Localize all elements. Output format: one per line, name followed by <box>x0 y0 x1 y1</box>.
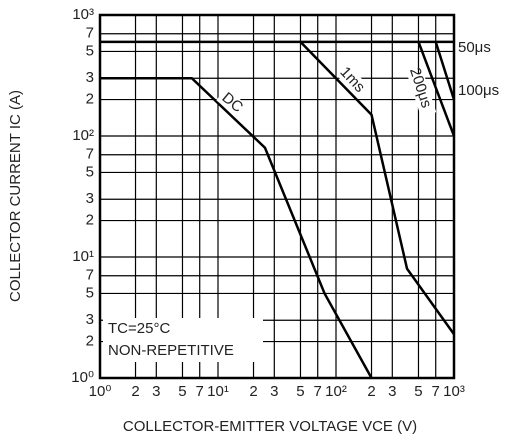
x-tick-label: 7 <box>432 383 440 400</box>
label-bg <box>336 64 368 96</box>
x-tick-label: 3 <box>270 383 278 400</box>
y-tick-label: 5 <box>86 284 94 301</box>
x-tick-label: 3 <box>388 383 396 400</box>
y-tick-label: 10³ <box>72 6 94 23</box>
x-tick-label: 7 <box>314 383 322 400</box>
x-tick-label: 5 <box>296 383 304 400</box>
x-tick-label: 2 <box>131 383 139 400</box>
y-tick-label: 2 <box>86 333 94 350</box>
y-tick-label: 10¹ <box>72 248 94 265</box>
y-axis-label: COLLECTOR CURRENT IC (A) <box>7 90 24 302</box>
y-tick-label: 7 <box>86 146 94 163</box>
y-tick-label: 5 <box>86 163 94 180</box>
plot-frame <box>98 13 456 380</box>
annotation-box <box>103 318 263 362</box>
x-tick-label: 10³ <box>443 383 465 400</box>
y-tick-label: 7 <box>86 25 94 42</box>
series-label: 1ms <box>337 63 369 95</box>
annotation: NON-REPETITIVE <box>108 342 234 359</box>
series-line <box>299 40 456 335</box>
x-tick-label: 3 <box>152 383 160 400</box>
label-bg <box>408 72 437 118</box>
y-tick-label: 3 <box>86 190 94 207</box>
series-line <box>100 77 373 379</box>
y-tick-label: 10² <box>72 127 94 144</box>
x-axis-label: COLLECTOR-EMITTER VOLTAGE VCE (V) <box>123 418 417 435</box>
label-bg <box>216 87 248 119</box>
x-tick-label: 10² <box>325 383 347 400</box>
x-tick-label: 5 <box>414 383 422 400</box>
y-tick-label: 5 <box>86 42 94 59</box>
y-tick-label: 2 <box>86 212 94 229</box>
x-tick-label: 10⁰ <box>89 383 112 400</box>
series-line <box>417 41 456 137</box>
x-tick-label: 10¹ <box>207 383 229 400</box>
y-tick-label: 7 <box>86 267 94 284</box>
x-tick-label: 2 <box>249 383 257 400</box>
series-label: 100μs <box>458 82 499 99</box>
annotation: TC=25°C <box>108 320 170 337</box>
y-tick-label: 2 <box>86 91 94 108</box>
series-line <box>434 41 456 100</box>
y-tick-label: 3 <box>86 311 94 328</box>
y-tick-label: 10⁰ <box>71 369 94 386</box>
x-tick-label: 2 <box>367 383 375 400</box>
x-tick-label: 5 <box>178 383 186 400</box>
series-label: 50μs <box>458 39 491 56</box>
x-tick-label: 7 <box>196 383 204 400</box>
y-tick-label: 3 <box>86 69 94 86</box>
